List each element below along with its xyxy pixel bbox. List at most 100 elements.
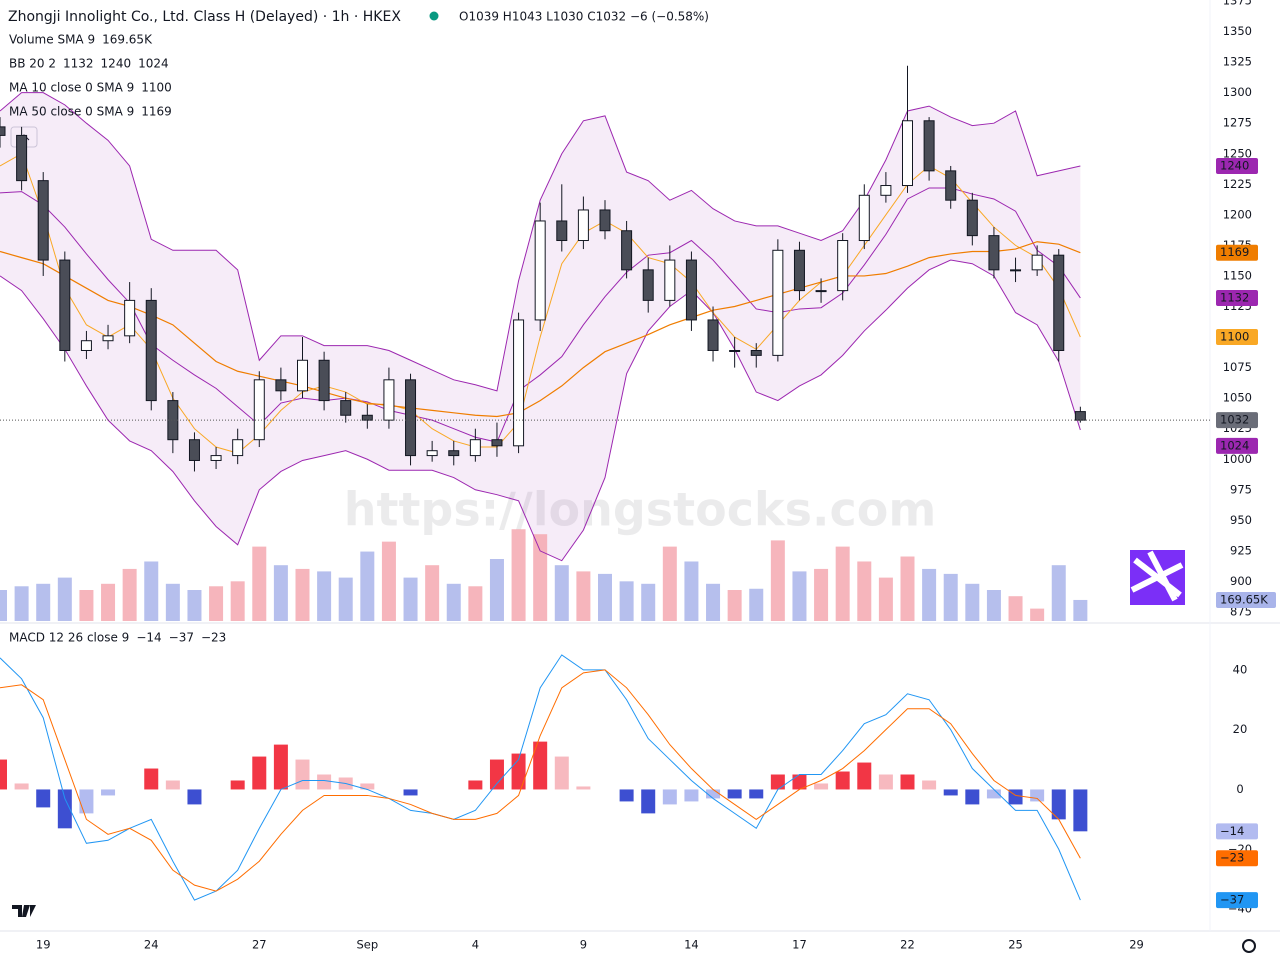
market-status-dot (429, 11, 439, 21)
macd-label-bg (1216, 892, 1258, 909)
macd-histogram-bar (57, 789, 72, 829)
volume-bar (187, 590, 202, 621)
volume-bar (273, 565, 288, 621)
candle-body (729, 349, 741, 352)
chart-title: Zhongji Innolight Co., Ltd. Class H (Del… (8, 9, 401, 25)
macd-histogram-bar (101, 789, 116, 796)
settings-gear[interactable] (1242, 939, 1256, 953)
volume-bar (835, 546, 850, 621)
bollinger-basis (0, 187, 1081, 443)
time-tick-label: 24 (144, 938, 159, 952)
ma-label-bg (1216, 329, 1258, 346)
volume-bar (1030, 608, 1045, 621)
candle-body (577, 209, 589, 242)
macd-histogram-bar (1051, 789, 1066, 820)
time-tick-label: 9 (580, 938, 587, 952)
macd-histogram-bar (252, 756, 267, 790)
candle-body (318, 359, 330, 402)
volume-bar (1073, 599, 1088, 621)
volume-bar (122, 568, 137, 621)
time-tick-label: 22 (900, 938, 915, 952)
legend-value: 169.65K (102, 33, 153, 47)
time-tick-label: 25 (1008, 938, 1023, 952)
volume-bar (360, 551, 375, 621)
volume-bar (489, 559, 504, 621)
candle-body (1053, 254, 1065, 351)
macd-histogram-bar (533, 741, 548, 790)
volume-bar (706, 583, 721, 621)
macd-histogram-bar (360, 783, 375, 790)
candle-body (966, 199, 978, 237)
volume-bar (252, 546, 267, 621)
bollinger-upper (0, 92, 1081, 392)
legend-name: MACD 12 26 close 9 (9, 631, 129, 645)
candle-body (16, 134, 28, 182)
bb-upper-label-bg (1216, 157, 1258, 174)
last-price-label: 1032 (1220, 413, 1249, 427)
volume-bar (986, 590, 1001, 621)
candle-body (167, 400, 179, 441)
price-tick-label: 1075 (1223, 360, 1252, 374)
volume-label: 169.65K (1220, 592, 1268, 606)
price-tick-label: 975 (1230, 482, 1252, 496)
macd-histogram-bar (922, 780, 937, 790)
macd-histogram-bar (468, 780, 483, 790)
candle-body (556, 220, 568, 242)
legend-value: −23 (201, 631, 226, 645)
volume-bar (662, 546, 677, 621)
time-tick-label: 29 (1129, 938, 1144, 952)
macd-histogram-bar (662, 789, 677, 805)
candle-body (124, 299, 136, 337)
volume-bar (770, 540, 785, 621)
macd-histogram-bar (706, 789, 721, 799)
candle-body (275, 379, 287, 392)
volume-bar (922, 568, 937, 621)
volume-bar (295, 568, 310, 621)
volume-bar (900, 556, 915, 621)
price-tick-label: 1000 (1223, 452, 1252, 466)
price-tick-label: 900 (1230, 574, 1252, 588)
macd-histogram-bar (792, 774, 807, 790)
price-tick-label: 1225 (1223, 177, 1252, 191)
volume-bar (511, 529, 526, 621)
macd-histogram-bar (619, 789, 634, 802)
legend-name: MA 50 close 0 SMA 9 (9, 105, 134, 119)
volume-bar (576, 571, 591, 621)
price-tick-label: 1350 (1223, 24, 1252, 38)
legend-value: −14 (136, 631, 161, 645)
macd-histogram-bar (273, 744, 288, 790)
price-tick-label: 1150 (1223, 268, 1252, 282)
macd-histogram-bar (1030, 789, 1045, 802)
macd-histogram-bar (511, 753, 526, 790)
candle-body (37, 180, 49, 261)
volume-bar (79, 590, 94, 621)
macd-histogram-bar (0, 759, 7, 790)
signal-line (0, 669, 1081, 892)
gear-icon[interactable] (1242, 939, 1256, 953)
volume-bar (468, 586, 483, 621)
candle-body (534, 220, 546, 321)
candle-body (188, 439, 200, 461)
candle-body (945, 170, 957, 201)
macd-histogram-bar (295, 759, 310, 790)
bb-lower-label: 1024 (1220, 438, 1249, 452)
volume-bar (165, 583, 180, 621)
macd-tick-label: 40 (1233, 662, 1248, 676)
candle-body (923, 120, 935, 172)
volume-bar (792, 571, 807, 621)
candle-body (448, 450, 460, 457)
legend-name: BB 20 2 (9, 57, 56, 71)
legend-name: MA 10 close 0 SMA 9 (9, 81, 134, 95)
volume-bar (338, 577, 353, 621)
volume-bar (965, 583, 980, 621)
last-price-label-bg (1216, 412, 1258, 429)
volume-bar (554, 565, 569, 621)
legend-value: 1024 (138, 57, 169, 71)
candle-body (1031, 254, 1043, 271)
candle-body (685, 259, 697, 321)
histogram-label-bg (1216, 823, 1258, 840)
candle-body (837, 240, 849, 292)
macd-histogram-bar (878, 774, 893, 790)
volume-bar (619, 581, 634, 621)
